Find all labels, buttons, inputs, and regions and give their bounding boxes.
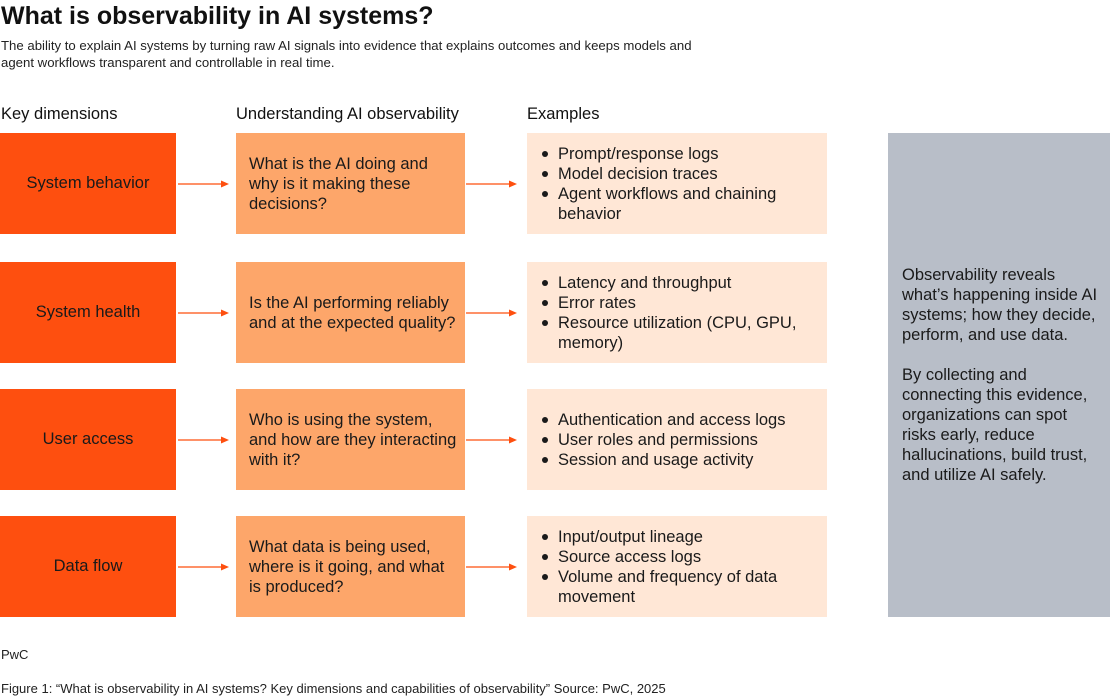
summary-paragraph: By collecting and connecting this eviden… (902, 366, 1088, 484)
understanding-question: What is the AI doing and why is it makin… (249, 154, 428, 213)
understanding-question: What data is being used, where is it goi… (249, 537, 445, 596)
examples-list: Prompt/response logs Model decision trace… (540, 144, 821, 224)
example-item: Volume and frequency of data movement (540, 567, 821, 607)
arrow-right-icon (178, 436, 229, 444)
arrow-right-icon (466, 309, 517, 317)
example-item: Latency and throughput (540, 273, 821, 293)
dimension-label: Data flow (53, 557, 123, 575)
column-header-dimensions: Key dimensions (1, 105, 118, 123)
page-title: What is observability in AI systems? (1, 2, 434, 30)
dimension-label: User access (42, 430, 134, 448)
arrow-right-icon (466, 180, 517, 188)
summary-panel: Observability reveals what’s happening i… (888, 133, 1110, 617)
figure-caption: Figure 1: “What is observability in AI s… (1, 681, 666, 696)
dimension-label: System behavior (26, 174, 150, 192)
arrow-right-icon (466, 563, 517, 571)
examples-box: Latency and throughput Error rates Resourc… (527, 262, 827, 363)
example-item: Authentication and access logs (540, 410, 785, 430)
dimension-box: System behavior (0, 133, 176, 234)
example-item: Session and usage activity (540, 450, 785, 470)
example-item: Error rates (540, 293, 821, 313)
understanding-box: Is the AI performing reliably and at the… (236, 262, 465, 363)
dimension-box: System health (0, 262, 176, 363)
example-item: Prompt/response logs (540, 144, 821, 164)
examples-box: Prompt/response logs Model decision trace… (527, 133, 827, 234)
understanding-question: Who is using the system, and how are the… (249, 410, 457, 469)
example-item: Agent workflows and chaining behavior (540, 184, 821, 224)
arrow-right-icon (178, 180, 229, 188)
page-subtitle: The ability to explain AI systems by tur… (1, 38, 692, 70)
column-header-examples: Examples (527, 105, 600, 123)
column-header-understanding: Understanding AI observability (236, 105, 459, 123)
arrow-right-icon (466, 436, 517, 444)
example-item: Model decision traces (540, 164, 821, 184)
understanding-box: What is the AI doing and why is it makin… (236, 133, 465, 234)
example-item: Source access logs (540, 547, 821, 567)
summary-paragraph: Observability reveals what’s happening i… (902, 266, 1098, 344)
examples-box: Authentication and access logs User roles… (527, 389, 827, 490)
examples-list: Latency and throughput Error rates Resourc… (540, 273, 821, 353)
arrow-right-icon (178, 563, 229, 571)
examples-box: Input/output lineage Source access logs Vo… (527, 516, 827, 617)
understanding-box: What data is being used, where is it goi… (236, 516, 465, 617)
examples-list: Input/output lineage Source access logs Vo… (540, 527, 821, 607)
example-item: Resource utilization (CPU, GPU, memory) (540, 313, 821, 353)
examples-list: Authentication and access logs User roles… (540, 410, 785, 470)
example-item: Input/output lineage (540, 527, 821, 547)
understanding-question: Is the AI performing reliably and at the… (249, 293, 456, 332)
brand-label: PwC (1, 647, 29, 662)
arrow-right-icon (178, 309, 229, 317)
dimension-label: System health (35, 303, 141, 321)
dimension-box: User access (0, 389, 176, 490)
dimension-box: Data flow (0, 516, 176, 617)
example-item: User roles and permissions (540, 430, 785, 450)
understanding-box: Who is using the system, and how are the… (236, 389, 465, 490)
